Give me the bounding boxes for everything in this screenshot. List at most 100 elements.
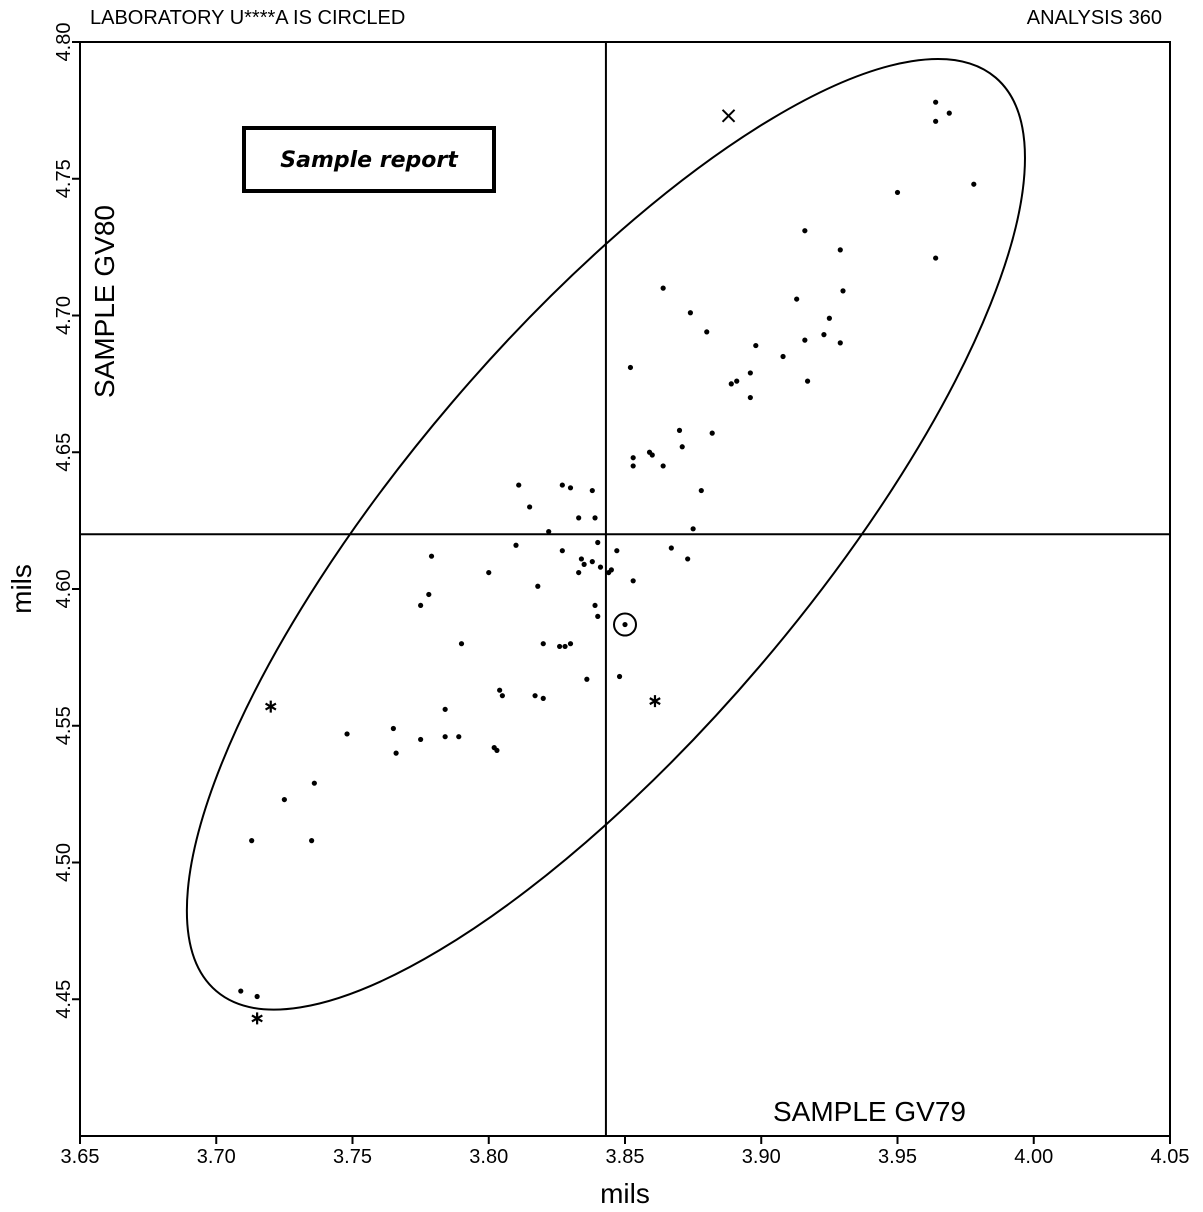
data-point-1 — [946, 110, 952, 116]
data-point-88 — [238, 988, 244, 994]
data-point-38 — [527, 504, 533, 510]
x-axis-title: mils — [600, 1178, 650, 1209]
data-point-9 — [840, 288, 846, 294]
y-sample-label: SAMPLE GV80 — [89, 205, 120, 398]
data-point-72 — [499, 693, 505, 699]
data-point-21 — [734, 378, 740, 384]
data-point-68 — [562, 643, 568, 650]
data-point-76 — [390, 725, 396, 732]
header-left-label: LABORATORY U****A IS CIRCLED — [90, 7, 405, 29]
data-point-7 — [933, 255, 939, 261]
x-tick-label-6: 3.95 — [878, 1146, 917, 1168]
y-tick-label-2: 4.55 — [53, 706, 75, 745]
data-point-34 — [559, 482, 565, 488]
y-tick-label-7: 4.80 — [53, 23, 75, 62]
x-tick-label-8: 4.05 — [1151, 1146, 1190, 1168]
x-tick-label-7: 4.00 — [1014, 1146, 1053, 1168]
outlier-markers — [251, 109, 736, 1025]
x-tick-label-2: 3.75 — [333, 1146, 372, 1168]
outlier-x-marker-0 — [721, 109, 736, 123]
data-point-43 — [595, 539, 601, 546]
x-tick-label-3: 3.80 — [469, 1146, 508, 1168]
data-point-89 — [254, 993, 260, 1000]
data-point-3 — [971, 181, 977, 187]
data-point-64 — [458, 641, 465, 647]
data-point-35 — [567, 485, 574, 491]
data-point-50 — [685, 556, 691, 562]
x-tick-label-4: 3.85 — [606, 1146, 645, 1168]
data-point-32 — [660, 463, 666, 469]
data-point-75 — [442, 706, 448, 712]
data-point-61 — [418, 602, 424, 609]
data-point-63 — [595, 613, 601, 619]
data-point-71 — [497, 687, 503, 693]
y-tick-label-5: 4.70 — [53, 296, 75, 335]
data-point-51 — [581, 561, 587, 567]
y-tick-label-4: 4.65 — [53, 433, 75, 472]
data-point-15 — [802, 337, 808, 343]
data-point-85 — [281, 796, 287, 803]
data-point-47 — [614, 548, 620, 554]
data-point-65 — [540, 641, 546, 647]
data-point-67 — [567, 641, 574, 647]
x-tick-label-1: 3.70 — [197, 1146, 236, 1168]
data-point-69 — [616, 673, 623, 680]
data-point-78 — [442, 734, 448, 740]
data-point-56 — [606, 569, 612, 576]
x-sample-label: SAMPLE GV79 — [773, 1096, 966, 1127]
data-point-16 — [837, 340, 843, 346]
data-point-62 — [592, 602, 598, 609]
outlier-star-marker-1 — [649, 695, 661, 708]
data-point-80 — [418, 736, 424, 743]
data-point-41 — [690, 526, 696, 532]
x-tick-label-0: 3.65 — [61, 1146, 100, 1168]
data-point-57 — [486, 569, 492, 576]
data-point-53 — [597, 564, 604, 570]
data-point-58 — [630, 578, 636, 584]
axis-ticks: 3.65 3.70 3.75 3.80 3.85 3.90 3.95 4.00 4.05 4.45… — [53, 23, 1189, 1168]
data-point-23 — [728, 381, 734, 387]
plot-frame — [79, 41, 1171, 1137]
data-point-0 — [933, 99, 939, 105]
data-point-39 — [576, 515, 582, 521]
data-point-84 — [311, 780, 317, 786]
data-point-40 — [592, 515, 598, 521]
data-point-17 — [753, 342, 759, 349]
data-point-13 — [704, 329, 710, 335]
data-point-42 — [546, 528, 552, 535]
data-point-14 — [821, 332, 827, 338]
header-right-label: ANALYSIS 360 — [1027, 7, 1162, 29]
data-point-4 — [894, 189, 901, 196]
data-point-44 — [513, 542, 519, 548]
data-points — [238, 99, 977, 1000]
data-point-74 — [540, 695, 546, 702]
data-point-12 — [826, 315, 832, 321]
data-point-87 — [309, 838, 315, 844]
data-point-86 — [249, 838, 255, 844]
data-point-59 — [535, 583, 541, 589]
data-point-2 — [933, 118, 939, 124]
outlier-star-marker-0 — [265, 700, 277, 713]
data-point-36 — [589, 487, 595, 494]
x-tick-label-5: 3.90 — [742, 1146, 781, 1168]
data-point-70 — [584, 676, 590, 682]
data-point-82 — [494, 747, 500, 753]
data-point-79 — [456, 734, 462, 740]
data-point-77 — [344, 731, 350, 737]
data-point-20 — [747, 370, 753, 376]
data-point-26 — [709, 430, 715, 436]
data-point-66 — [557, 643, 563, 650]
data-point-5 — [802, 228, 808, 234]
data-point-33 — [516, 482, 522, 488]
sample-report-box: Sample report — [242, 126, 496, 193]
data-point-55 — [576, 569, 582, 576]
data-point-18 — [780, 353, 786, 360]
data-point-52 — [589, 559, 595, 565]
data-point-30 — [630, 455, 636, 461]
data-point-10 — [794, 296, 800, 302]
data-point-25 — [676, 427, 683, 433]
data-point-19 — [627, 364, 634, 371]
sample-report-frame — [242, 126, 496, 193]
data-point-27 — [679, 444, 685, 450]
